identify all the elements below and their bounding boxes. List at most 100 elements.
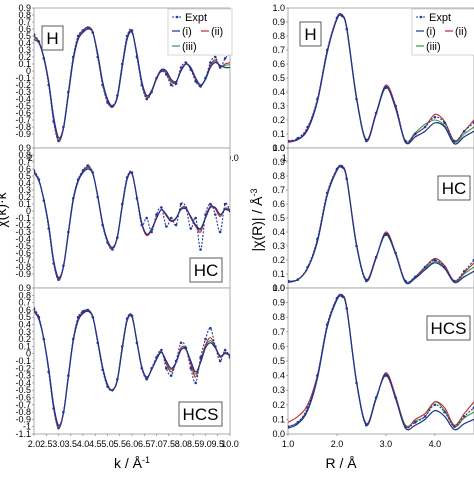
y-tick-label: 0.2 [272,115,285,125]
data-point [214,55,217,59]
data-point [384,233,388,237]
y-tick-label: 0.6 [272,59,285,69]
legend-entry: (i) [182,26,192,38]
y-tick-label: 0.7 [272,185,285,195]
y-tick-label: 1.0 [272,283,285,293]
data-point [67,230,70,234]
y-tick-label: 0.6 [18,24,31,34]
x-tick-label: 4.5 [89,439,102,449]
y-tick-label: -0.1 [15,213,31,223]
data-point [165,73,168,76]
panel-label-box [426,315,471,341]
data-point [57,139,60,143]
data-point [37,40,41,43]
legend-entry: (iii) [182,41,197,53]
data-point [423,265,427,269]
data-point [81,29,85,32]
y-tick-label: -0.4 [15,234,31,244]
y-tick-label: 0.3 [18,327,31,337]
x-tick-label: 4.0 [77,439,90,449]
y-tick-label: 0.7 [272,327,285,337]
data-point [209,326,212,330]
data-point [340,294,344,297]
y-tick-label: -0.5 [15,101,31,111]
data-point [345,307,349,310]
data-point [34,169,36,172]
y-tick-label: 0.3 [18,45,31,55]
data-point [345,177,349,181]
y-tick-label: 0.8 [272,31,285,41]
data-point [335,167,339,171]
data-point [42,57,46,60]
data-point [296,278,300,281]
data-point [96,195,99,199]
data-point [288,425,290,428]
data-point [228,356,230,359]
x-tick-label: 6.5 [138,439,151,449]
data-point [443,121,446,125]
data-point [34,307,36,310]
data-point [145,216,148,220]
y-tick-label: -0.8 [15,262,31,272]
data-point [384,86,388,90]
data-point [223,202,227,206]
y-tick-label: 0.4 [18,320,31,330]
data-point [96,341,99,345]
data-point [67,90,70,94]
y-tick-label: -0.7 [15,115,31,125]
x-axis-label: R / Å [325,455,357,471]
data-point [150,230,153,234]
data-point [404,139,407,143]
data-point [316,237,319,241]
data-point [76,34,80,38]
y-tick-label: -0.9 [15,129,31,139]
legend-entry: (ii) [455,26,467,38]
y-tick-label: -0.6 [15,248,31,258]
data-point [62,410,65,414]
data-point [150,90,153,94]
data-point [316,97,319,101]
data-point [91,171,95,174]
panel-label: HCS [431,319,467,338]
x-tick-label: 8.5 [187,439,200,449]
x-tick-label: 1.0 [282,439,295,449]
y-tick-label: -0.8 [15,407,31,417]
data-point [413,275,417,279]
x-tick-label: 10.0 [221,439,239,449]
y-tick-label: 0.1 [272,129,285,139]
y-axis-label: |χ(R)| / Å-3 [249,188,265,251]
data-point [165,367,168,370]
data-point [130,171,134,174]
data-point [288,139,290,143]
data-point [169,374,173,377]
panel-label: H [304,25,316,44]
y-tick-label: 0.6 [18,305,31,315]
left-y-axis-label: χ(k)·k [0,191,9,227]
y-tick-label: 0.2 [18,52,31,62]
data-point [111,248,114,251]
data-point [453,279,456,283]
legend [167,8,233,56]
x-tick-label: 4.0 [429,439,442,449]
data-point [62,264,65,267]
y-tick-label: 0.8 [18,290,31,300]
data-point [140,223,144,227]
data-point [174,223,178,227]
y-tick-label: 0.6 [272,341,285,351]
data-point [130,314,134,318]
data-point [174,82,178,85]
y-tick-label: 0.2 [272,400,285,410]
data-point [199,85,202,88]
data-point [155,76,158,80]
x-tick-label: 9.0 [199,439,212,449]
y-tick-label: -0.7 [15,255,31,265]
x-tick-label: 3.0 [52,439,65,449]
data-point [453,425,456,429]
data-point [174,359,178,363]
data-point [125,317,129,320]
panel-3: 0.90.80.70.60.50.40.30.20.10-0.1-0.2-0.3… [15,283,238,449]
data-point [204,213,207,216]
y-tick-label: 0.3 [18,185,31,195]
legend-entry: (i) [426,26,436,38]
